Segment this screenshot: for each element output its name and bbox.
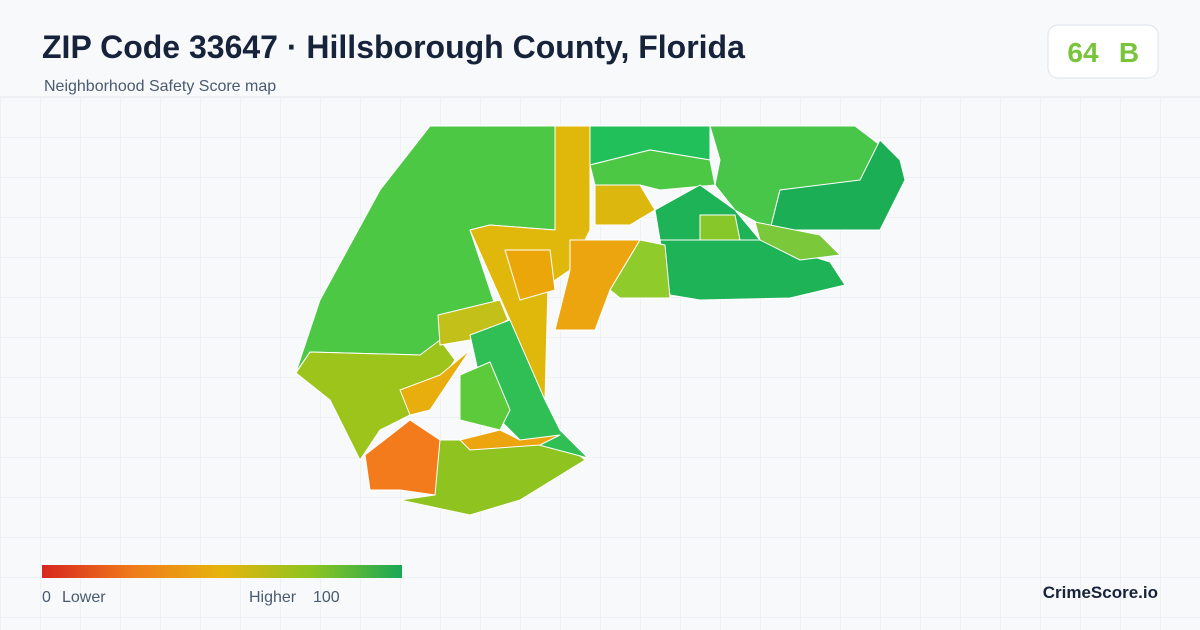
neighborhood [295,339,456,461]
title: ZIP Code 33647 · Hillsborough County, Fl… [42,29,745,65]
legend-gradient [42,565,402,578]
score: 64 [1067,37,1099,68]
legend-min: 0 [42,589,51,606]
neighborhood [769,139,906,231]
score-badge [1047,24,1159,79]
map [295,125,906,516]
subtitle: Neighborhood Safety Score map [44,78,276,95]
neighborhood [399,349,471,416]
neighborhood [459,429,561,451]
legend-max: 100 [313,589,340,606]
grade: B [1119,37,1139,68]
neighborhood [504,249,556,301]
neighborhood [364,419,441,496]
neighborhood [594,184,656,226]
neighborhood [754,221,841,261]
neighborhood [609,239,671,299]
legend-max-label: Higher [249,589,297,606]
neighborhood [459,361,511,431]
brand: CrimeScore.io [1043,583,1158,602]
neighborhood [699,214,741,241]
legend-min-label: Lower [62,589,106,606]
